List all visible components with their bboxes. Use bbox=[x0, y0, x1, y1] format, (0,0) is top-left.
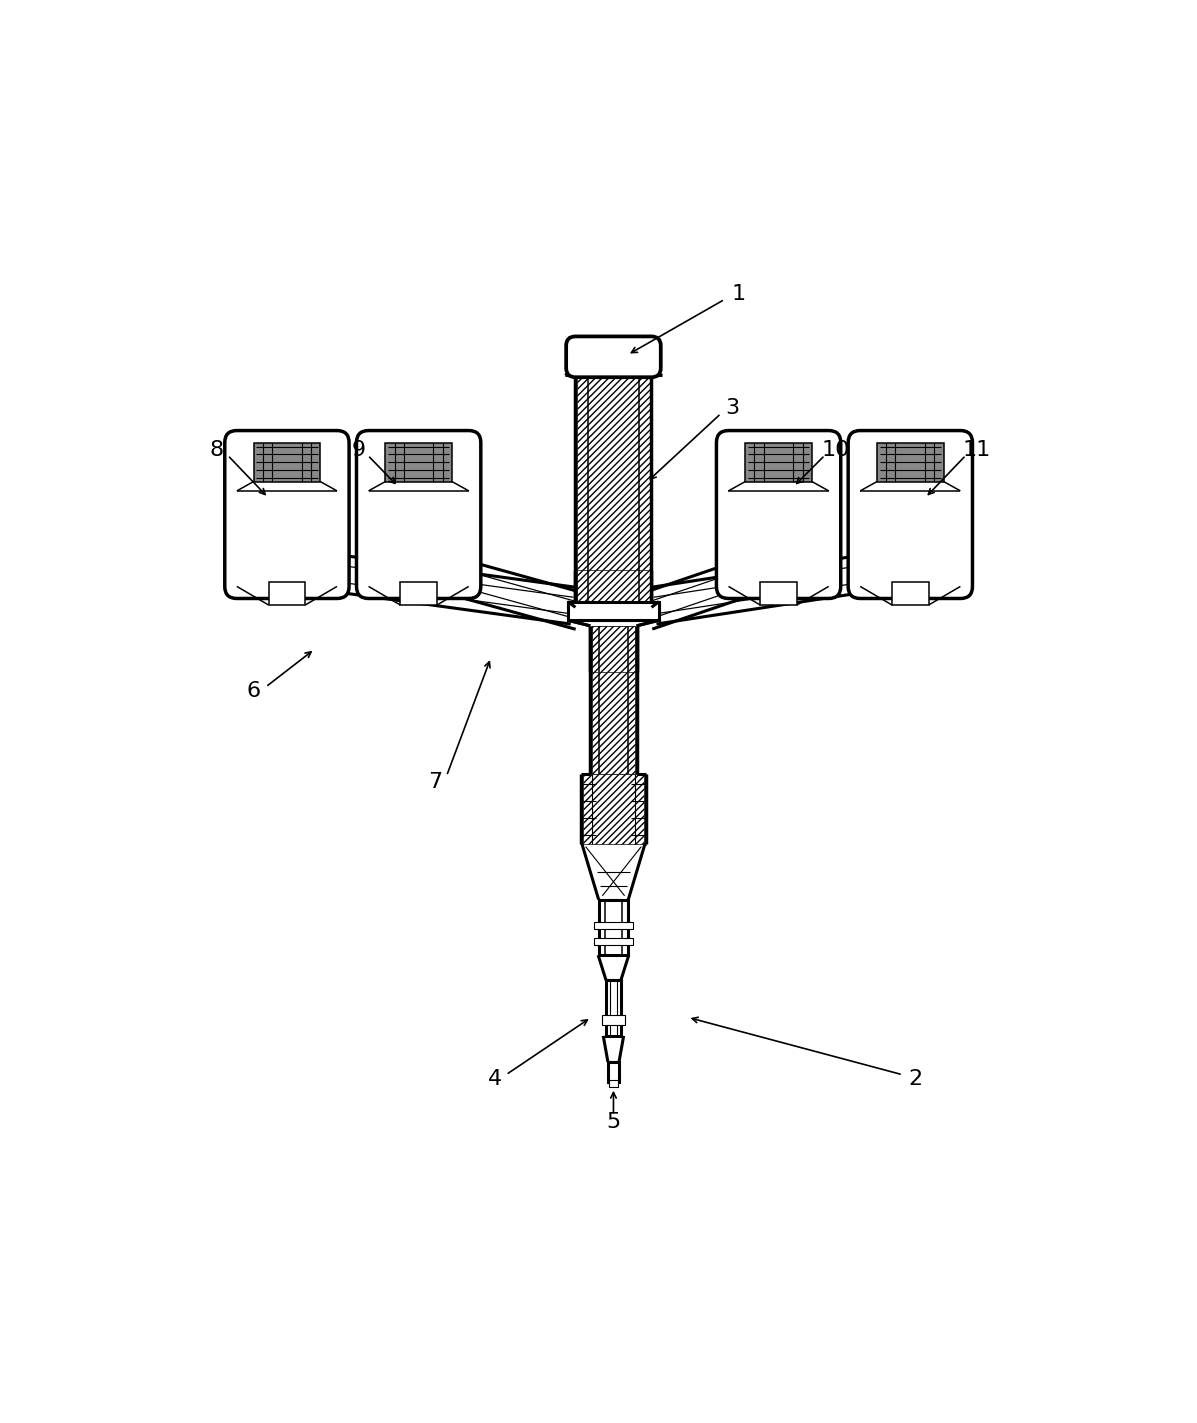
Bar bbox=[569, 602, 658, 620]
Text: 5: 5 bbox=[607, 1113, 620, 1133]
Bar bbox=[583, 774, 644, 844]
FancyBboxPatch shape bbox=[849, 431, 972, 599]
Polygon shape bbox=[642, 549, 784, 629]
Text: 4: 4 bbox=[487, 1069, 502, 1089]
Bar bbox=[593, 626, 634, 774]
Bar bbox=[746, 443, 812, 481]
Text: 10: 10 bbox=[822, 440, 850, 460]
Polygon shape bbox=[285, 548, 575, 623]
Bar bbox=[594, 922, 633, 929]
Bar bbox=[577, 571, 650, 608]
Bar bbox=[593, 626, 634, 672]
Text: 3: 3 bbox=[725, 398, 740, 418]
Bar bbox=[400, 582, 437, 605]
Text: 1: 1 bbox=[731, 283, 746, 303]
FancyBboxPatch shape bbox=[357, 431, 481, 599]
FancyBboxPatch shape bbox=[566, 336, 661, 377]
Text: 2: 2 bbox=[907, 1069, 922, 1089]
Bar bbox=[598, 899, 628, 955]
Bar bbox=[602, 1016, 625, 1025]
Text: 6: 6 bbox=[247, 680, 261, 700]
Bar bbox=[385, 443, 452, 481]
Bar bbox=[877, 443, 943, 481]
Bar bbox=[268, 582, 305, 605]
Bar bbox=[892, 582, 929, 605]
Bar bbox=[254, 443, 321, 481]
Bar bbox=[577, 369, 650, 608]
Text: 9: 9 bbox=[351, 440, 365, 460]
Bar bbox=[608, 1062, 619, 1083]
Text: 8: 8 bbox=[209, 440, 224, 460]
FancyBboxPatch shape bbox=[225, 431, 350, 599]
Polygon shape bbox=[414, 549, 584, 629]
Bar bbox=[609, 1080, 618, 1087]
Bar bbox=[760, 582, 797, 605]
FancyBboxPatch shape bbox=[717, 431, 840, 599]
Text: 11: 11 bbox=[962, 440, 991, 460]
Bar bbox=[594, 938, 633, 945]
Polygon shape bbox=[652, 548, 913, 623]
Text: 7: 7 bbox=[429, 771, 443, 791]
Bar bbox=[569, 602, 658, 620]
Bar bbox=[606, 980, 621, 1036]
